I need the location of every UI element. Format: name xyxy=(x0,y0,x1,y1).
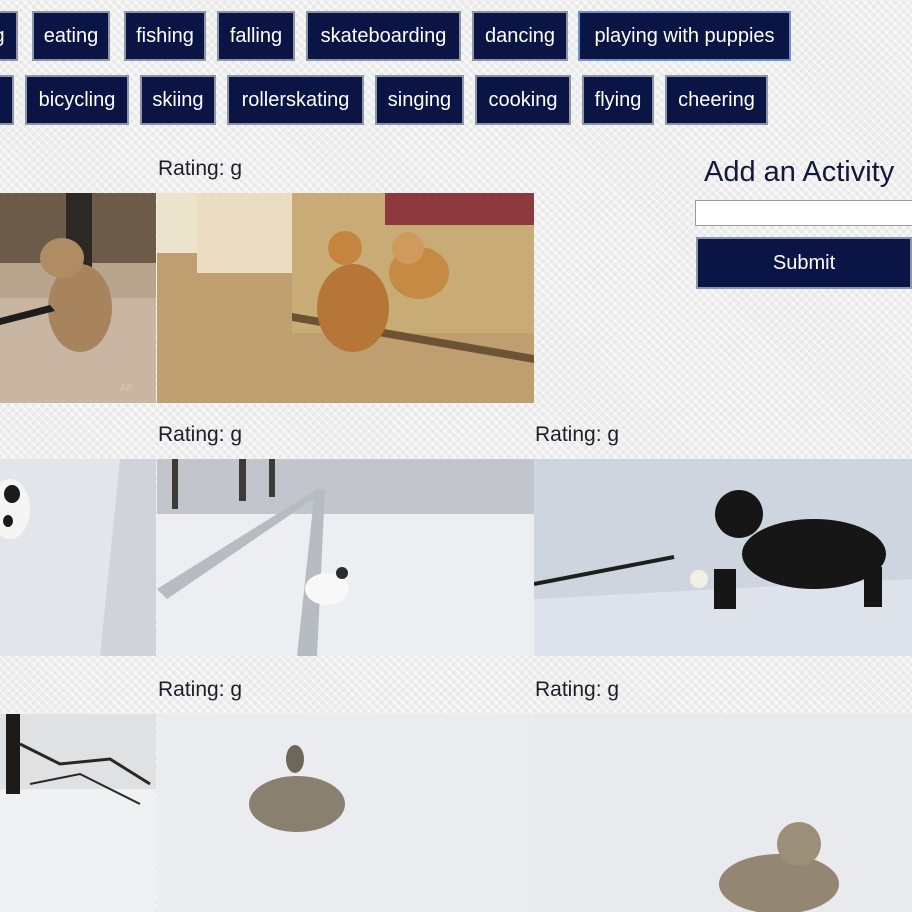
topic-button-dancing[interactable]: dancing xyxy=(472,11,568,61)
topic-button-bicycling[interactable]: bicycling xyxy=(25,75,129,125)
topic-button-flying[interactable]: flying xyxy=(582,75,654,125)
gif-image-puppy[interactable]: AP xyxy=(0,193,156,403)
gif-image-snow-road-dog[interactable] xyxy=(157,459,534,656)
gif-rating: Rating: g xyxy=(535,423,620,446)
topic-button-playing-with-puppies[interactable]: playing with puppies xyxy=(578,11,791,61)
gif-image-snow-puppy[interactable] xyxy=(0,459,156,656)
gif-image-corgi[interactable] xyxy=(157,193,534,403)
topic-button-falling[interactable]: falling xyxy=(217,11,295,61)
topic-button[interactable] xyxy=(0,75,14,125)
topic-button-skateboarding[interactable]: skateboarding xyxy=(306,11,461,61)
gif-rating: Rating: g xyxy=(158,423,243,446)
gif-rating: Rating: g xyxy=(535,678,620,701)
gif-image-black-dog[interactable] xyxy=(534,459,912,656)
topic-button-eating[interactable]: eating xyxy=(32,11,110,61)
topic-button-singing[interactable]: singing xyxy=(375,75,464,125)
gif-image-snow-puppy-2[interactable] xyxy=(157,714,534,912)
activity-input[interactable] xyxy=(695,200,912,226)
add-activity-title: Add an Activity xyxy=(704,156,895,188)
topic-button-cooking[interactable]: cooking xyxy=(475,75,571,125)
topic-button[interactable]: g xyxy=(0,11,18,61)
svg-text:AP: AP xyxy=(120,383,134,394)
gif-rating: Rating: g xyxy=(158,157,243,180)
gif-rating: Rating: g xyxy=(158,678,243,701)
gif-image-snow-tree[interactable] xyxy=(0,714,156,912)
topic-button-cheering[interactable]: cheering xyxy=(665,75,768,125)
submit-button[interactable]: Submit xyxy=(696,237,912,289)
gif-image-snow-puppy-3[interactable] xyxy=(534,714,912,912)
topic-button-fishing[interactable]: fishing xyxy=(124,11,206,61)
topic-button-rollerskating[interactable]: rollerskating xyxy=(227,75,364,125)
topic-button-skiing[interactable]: skiing xyxy=(140,75,216,125)
